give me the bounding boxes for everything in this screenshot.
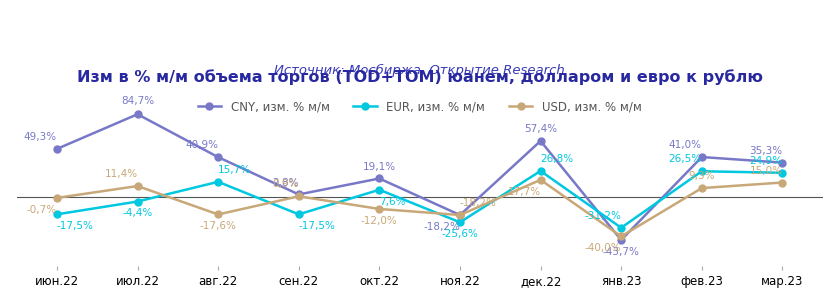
Text: -17,6%: -17,6% (199, 221, 237, 231)
Text: -18,2%: -18,2% (460, 198, 497, 208)
Text: 24,9%: 24,9% (750, 156, 783, 166)
EUR, изм. % м/м (455, 220, 465, 224)
Text: -31,2%: -31,2% (584, 211, 622, 221)
USD, изм. % м/м (617, 235, 627, 238)
CNY, изм. % м/м (374, 177, 384, 180)
CNY, изм. % м/м (455, 213, 465, 217)
CNY, изм. % м/м (213, 155, 223, 159)
Text: 2,8%: 2,8% (273, 178, 299, 188)
Text: 11,4%: 11,4% (105, 169, 138, 179)
Text: -25,6%: -25,6% (441, 229, 479, 239)
Text: -0,7%: -0,7% (27, 205, 57, 215)
Text: -43,7%: -43,7% (602, 247, 640, 257)
EUR, изм. % м/м (294, 213, 304, 216)
Text: 0,9%: 0,9% (273, 179, 299, 189)
Text: 35,3%: 35,3% (750, 146, 783, 156)
Text: 26,5%: 26,5% (669, 154, 701, 164)
USD, изм. % м/м (536, 178, 546, 182)
USD, изм. % м/м (133, 184, 143, 188)
Text: 57,4%: 57,4% (524, 124, 557, 134)
EUR, изм. % м/м (536, 169, 546, 173)
Text: -12,0%: -12,0% (361, 216, 398, 226)
Text: Источник: Мосбиржа, Открытие Research: Источник: Мосбиржа, Открытие Research (274, 64, 565, 77)
Text: 40,9%: 40,9% (185, 140, 218, 150)
CNY, изм. % м/м (536, 139, 546, 143)
Line: USD, изм. % м/м: USD, изм. % м/м (53, 176, 786, 240)
Text: 84,7%: 84,7% (121, 96, 154, 106)
EUR, изм. % м/м (213, 180, 223, 184)
EUR, изм. % м/м (133, 200, 143, 203)
Title: Изм в % м/м объема торгов (TOD+TOM) юанем, долларом и евро к рублю: Изм в % м/м объема торгов (TOD+TOM) юане… (76, 69, 763, 85)
Text: -4,4%: -4,4% (122, 208, 153, 218)
Text: 15,0%: 15,0% (750, 165, 783, 175)
Text: 26,8%: 26,8% (541, 154, 573, 164)
CNY, изм. % м/м (133, 112, 143, 116)
Text: 15,7%: 15,7% (218, 165, 251, 175)
Text: 49,3%: 49,3% (24, 132, 57, 142)
Text: 19,1%: 19,1% (363, 162, 396, 172)
USD, изм. % м/м (455, 213, 465, 217)
USD, изм. % м/м (213, 213, 223, 216)
EUR, изм. % м/м (696, 169, 706, 173)
EUR, изм. % м/м (374, 188, 384, 191)
USD, изм. % м/м (52, 196, 62, 200)
USD, изм. % м/м (374, 207, 384, 211)
Text: 17,7%: 17,7% (508, 187, 541, 197)
Legend: CNY, изм. % м/м, EUR, изм. % м/м, USD, изм. % м/м: CNY, изм. % м/м, EUR, изм. % м/м, USD, и… (193, 96, 647, 118)
Text: -18,2%: -18,2% (423, 222, 460, 232)
USD, изм. % м/м (778, 181, 788, 184)
Text: -17,5%: -17,5% (57, 221, 94, 231)
Line: CNY, изм. % м/м: CNY, изм. % м/м (53, 111, 786, 243)
CNY, изм. % м/м (294, 193, 304, 196)
CNY, изм. % м/м (617, 238, 627, 242)
CNY, изм. % м/м (778, 161, 788, 164)
Text: 41,0%: 41,0% (669, 140, 701, 150)
USD, изм. % м/м (294, 194, 304, 198)
Text: -40,0%: -40,0% (584, 243, 622, 253)
Text: -17,5%: -17,5% (299, 221, 336, 231)
EUR, изм. % м/м (617, 226, 627, 230)
Text: 7,6%: 7,6% (379, 197, 406, 207)
EUR, изм. % м/м (778, 171, 788, 175)
USD, изм. % м/м (696, 186, 706, 190)
CNY, изм. % м/м (52, 147, 62, 151)
Text: 9,3%: 9,3% (689, 171, 715, 181)
Line: EUR, изм. % м/м: EUR, изм. % м/м (53, 168, 786, 231)
CNY, изм. % м/м (696, 155, 706, 159)
EUR, изм. % м/м (52, 213, 62, 216)
